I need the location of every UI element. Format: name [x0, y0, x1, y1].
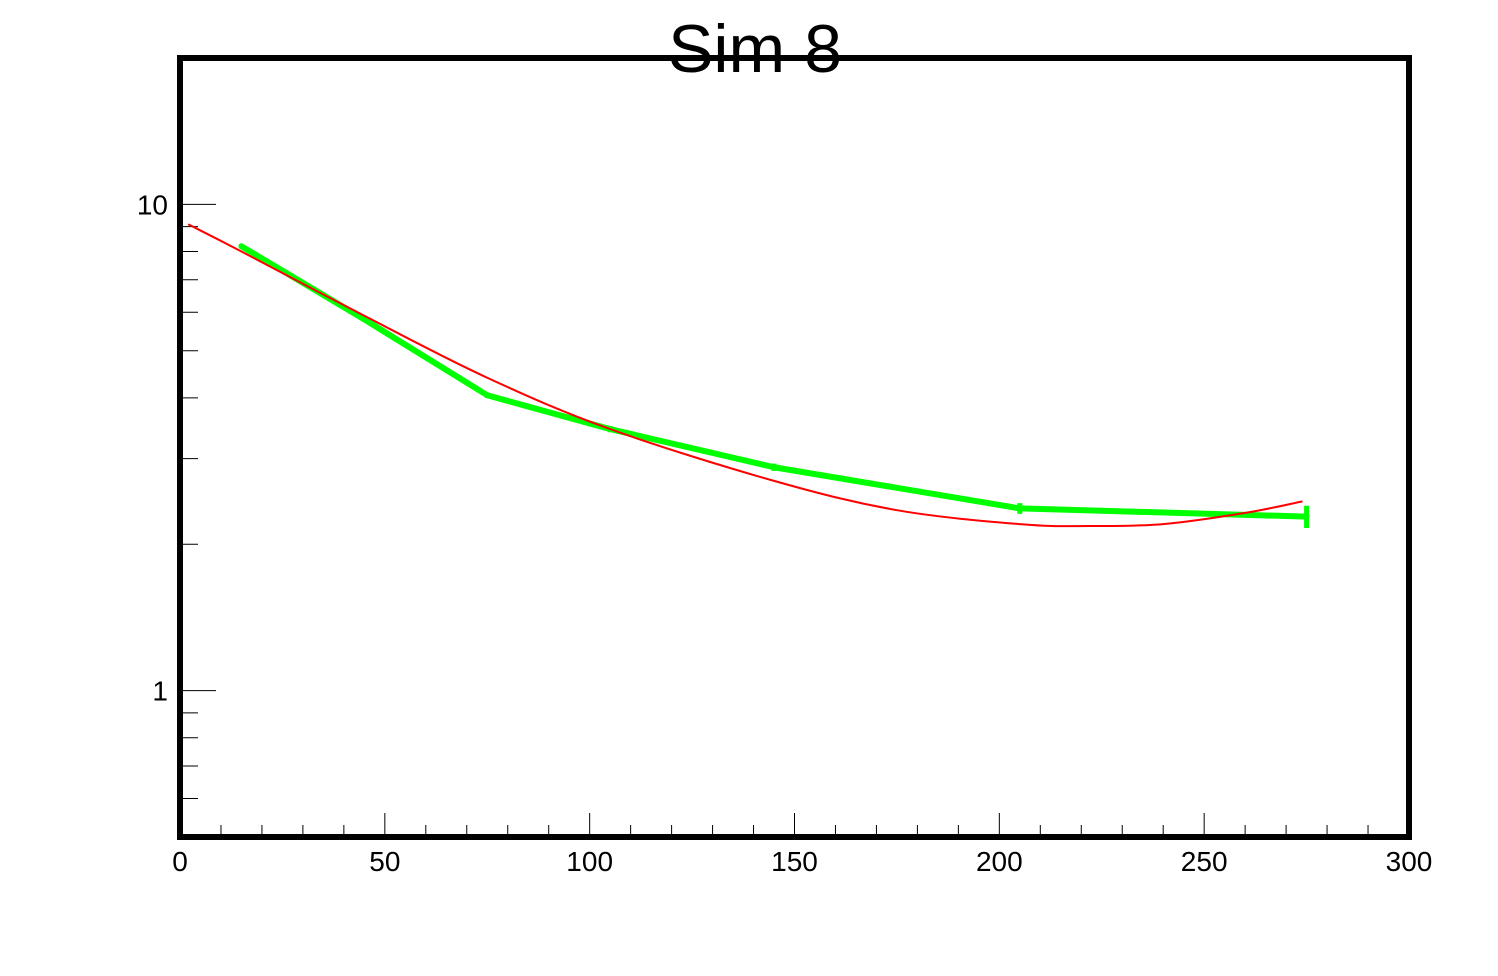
- x-tick-label: 200: [976, 846, 1023, 877]
- data-point: [238, 243, 245, 250]
- data-point: [484, 392, 491, 399]
- y-tick-label: 10: [137, 189, 168, 220]
- fit-curve-line: [187, 223, 1303, 528]
- data-point: [361, 316, 368, 323]
- y-tick-label: 1: [152, 676, 168, 707]
- data-point: [1016, 505, 1023, 512]
- x-tick-label: 50: [369, 846, 400, 877]
- y-axis-ticks: 1 10: [137, 57, 216, 838]
- x-tick-label: 300: [1386, 846, 1433, 877]
- data-point: [771, 464, 778, 471]
- x-axis-ticks: 0 50 100 150 200 250 300: [172, 813, 1432, 877]
- x-tick-label: 0: [172, 846, 188, 877]
- plot-frame: [177, 55, 1412, 840]
- data-point: [1303, 513, 1310, 520]
- data-series-line: [239, 243, 1307, 520]
- x-tick-label: 250: [1181, 846, 1228, 877]
- series-layer: [187, 223, 1310, 528]
- chart-title: Sim 8: [668, 11, 842, 87]
- x-tick-label: 150: [771, 846, 818, 877]
- x-tick-label: 100: [566, 846, 613, 877]
